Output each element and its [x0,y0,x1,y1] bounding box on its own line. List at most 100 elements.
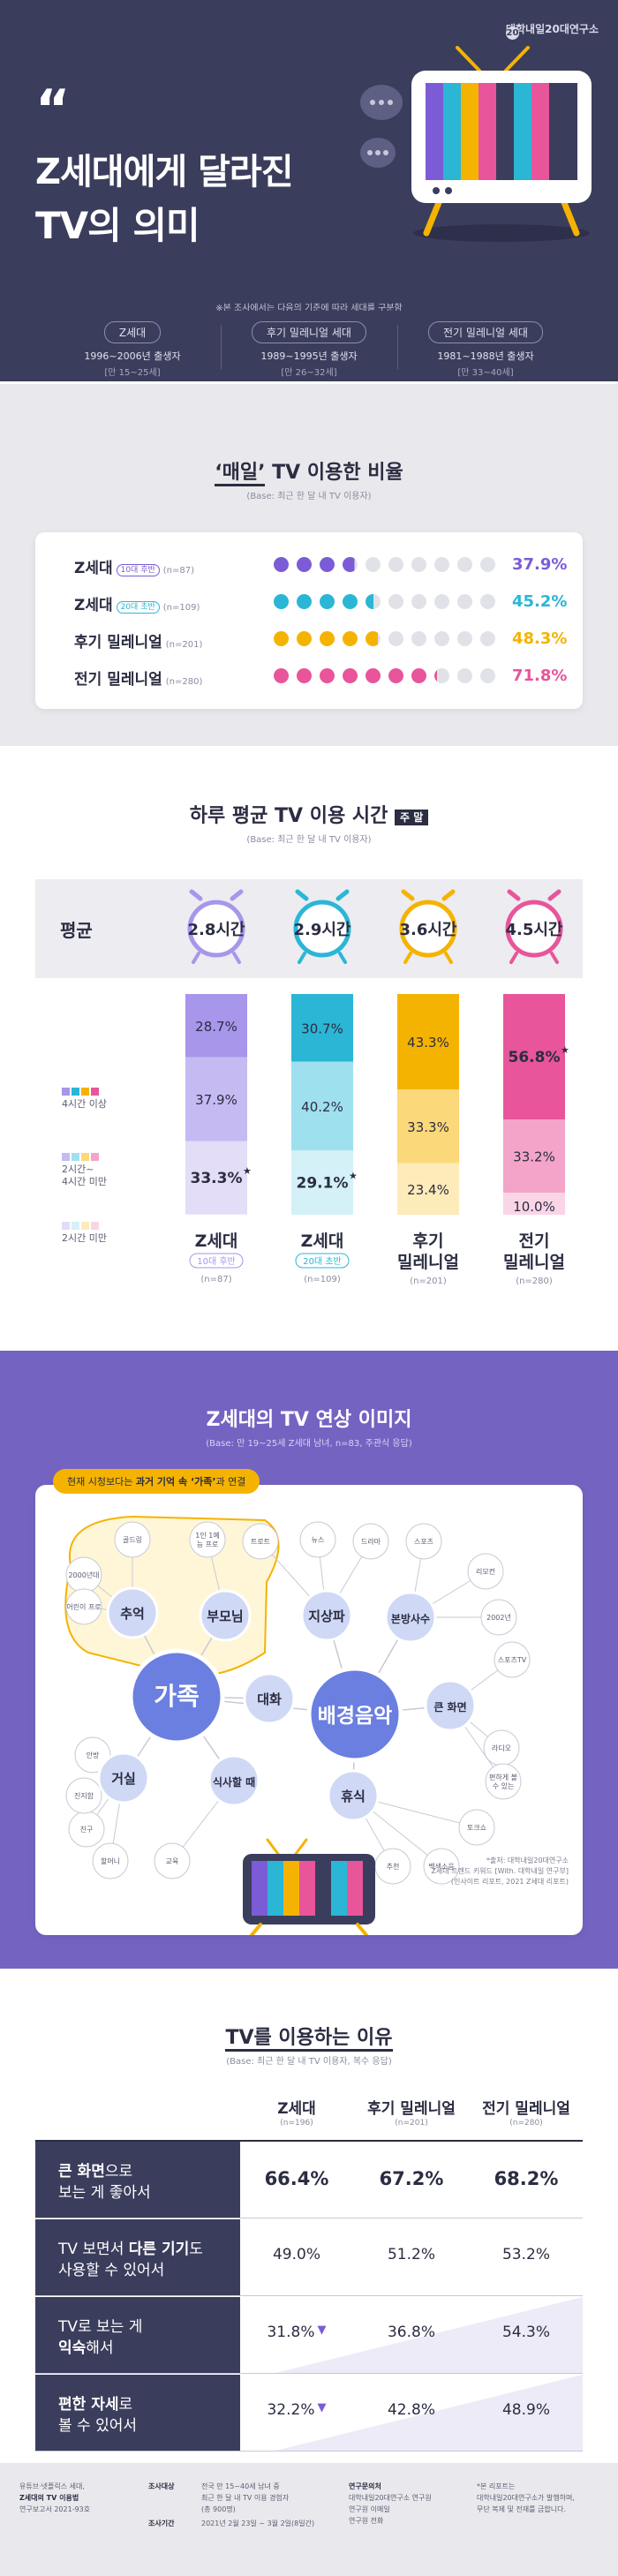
row-shade-shape [275,2375,583,2451]
divider [397,325,398,369]
footer-target-detail: 전국 만 15~40세 남녀 중 최근 한 달 내 TV 이용 경험자 (총 900… [201,2482,290,2513]
generation-years: 1989~1995년 출생자 [260,350,358,362]
percent-dot [297,668,312,683]
sample-size: (n=201) [410,1277,447,1286]
footer-notice: *본 리포트는 대학내일20대연구소가 발행하며, 무단 복제 및 전재를 금합니다… [477,2482,575,2513]
legend-swatch [91,1088,99,1096]
cell-value: 53.2% [501,2246,550,2263]
mid-node [300,1589,353,1642]
tv-stripe [252,1861,268,1916]
average-value: 2.9시간 [293,921,350,939]
percent-dot [457,557,472,572]
daily-percent: 48.3% [512,629,568,648]
footer-period: 조사기간 [148,2520,175,2527]
clock-bell [401,889,415,901]
percent-dot [297,594,312,609]
table-rule [35,2140,583,2142]
clock-leg [192,952,200,964]
percent-dot [274,557,289,572]
mid-label: 부모님 [207,1608,243,1624]
legend-label: 2시간~ [62,1164,94,1175]
table-cell: 48.9% [470,2401,583,2419]
leaf-node [423,1848,460,1885]
bar-segment [503,994,565,1119]
hub-label: 배경음악 [318,1705,393,1728]
mid-label: 추억 [120,1606,145,1622]
daily-usage-section: ‘매일’ TV 이용한 비율 (Base: 최근 한 달 내 TV 이용자) Z… [0,384,618,746]
star-mark: ★ [561,1044,569,1056]
generation-name: 전기 밀레니얼 세대 [428,321,543,343]
leaf-node [494,1641,531,1678]
mid-label: 휴식 [341,1789,366,1804]
table-cell: 51.2% [355,2246,468,2263]
row-text-bold: 큰 화면 [58,2163,105,2181]
reasons-section: TV를 이용하는 이유 (Base: 최근 한 달 내 TV 이용자, 복수 응… [0,1970,618,2474]
mid-node [424,1679,477,1732]
row-text: TV로 보는 게 [58,2318,143,2336]
tv-antenna [266,1838,280,1856]
legend-swatch [72,1088,79,1096]
legend-swatch [91,1222,99,1230]
leaf-node [480,1599,517,1636]
speech-bubble-icon [360,138,396,168]
clock-bell [507,889,521,901]
speech-bubble-icon [360,85,403,120]
daily-usage-card: Z세대 10대 후반 (n=87) 37.9% Z세대 20대 초반 (n=109) 45.2… [35,532,583,709]
sample-size: (n=109) [162,603,200,613]
row-header-line2: 사용할 수 있어서 [58,2260,203,2281]
retro-tv-icon [411,46,592,242]
leaf-node [189,1521,226,1558]
generation-strip: Z세대 1996~2006년 출생자 [만 15~25세] 후기 밀레니얼 세대… [0,311,618,381]
legend-swatch [62,1088,70,1096]
row-shade [275,2297,583,2373]
leaf-node [405,1523,442,1560]
brand-logo[interactable]: 20 대학내일20대연구소 [505,21,599,40]
cell-value: 66.4% [264,2168,329,2189]
percent-dot [366,594,381,609]
table-cell: 53.2% [470,2246,583,2263]
legend-swatch [81,1088,89,1096]
generation-years: 1981~1988년 출생자 [437,350,534,362]
clock-face [187,900,245,958]
tv-stripe [331,1861,347,1916]
percent-dot [343,631,358,646]
row-text: 볼 수 있어서 [58,2417,138,2435]
clock-bell [230,889,244,901]
row-text-bold: 다른 기기 [128,2241,190,2258]
legend-swatch [81,1222,89,1230]
down-arrow-icon: ▼ [317,2324,327,2337]
percent-dot [343,594,358,609]
bar-value-label: 30.7% [301,1021,343,1036]
bar-segment [397,1163,459,1215]
hub-node [128,1648,225,1745]
average-clock: 2.8시간 [187,889,245,964]
network-card: 골드링 2000년대 어린이 프로 1인 1예 능 프로 트로트 뉴스 드라마 스포츠 리모컨 교육… [35,1485,583,1937]
reasons-table: Z세대 (n=196) 후기 밀레니얼 (n=201) 전기 밀레니얼 (n=280) 큰 … [35,2083,583,2463]
hours-base: (Base: 최근 한 달 내 TV 이용자) [246,835,372,845]
percent-dot [388,594,403,609]
leaf-label: 어린이 프로 [66,1602,101,1611]
average-value: 2.8시간 [187,921,245,939]
bar-value-label: 33.3% [407,1119,449,1135]
percent-dot [411,557,426,572]
generation-age: [만 15~25세] [104,368,161,378]
percent-dot [320,557,335,572]
leaf-node [65,1588,102,1625]
percent-dot [388,668,403,683]
percent-dot [274,631,289,646]
tv-stripe [299,1861,315,1916]
percent-dot [388,631,403,646]
mid-label: 대화 [257,1691,282,1707]
percent-dot [320,594,335,609]
page-title-line1: Z세대에게 달라진 [35,152,294,192]
percent-dot [480,631,495,646]
network-source: *출처: 대학내일20대연구소 Z세대 트렌드 키워드 [With. 대학내일 … [431,1857,569,1886]
clock-leg [232,952,241,964]
percent-dot [411,631,426,646]
table-cell: 31.8% ▼ [240,2324,353,2341]
row-header-bg [35,2219,240,2295]
percent-dot [366,668,381,683]
row-header-line1: 큰 화면으로 [58,2161,151,2182]
tv-stripe [315,1861,331,1916]
generation-years: 1996~2006년 출생자 [84,350,181,362]
